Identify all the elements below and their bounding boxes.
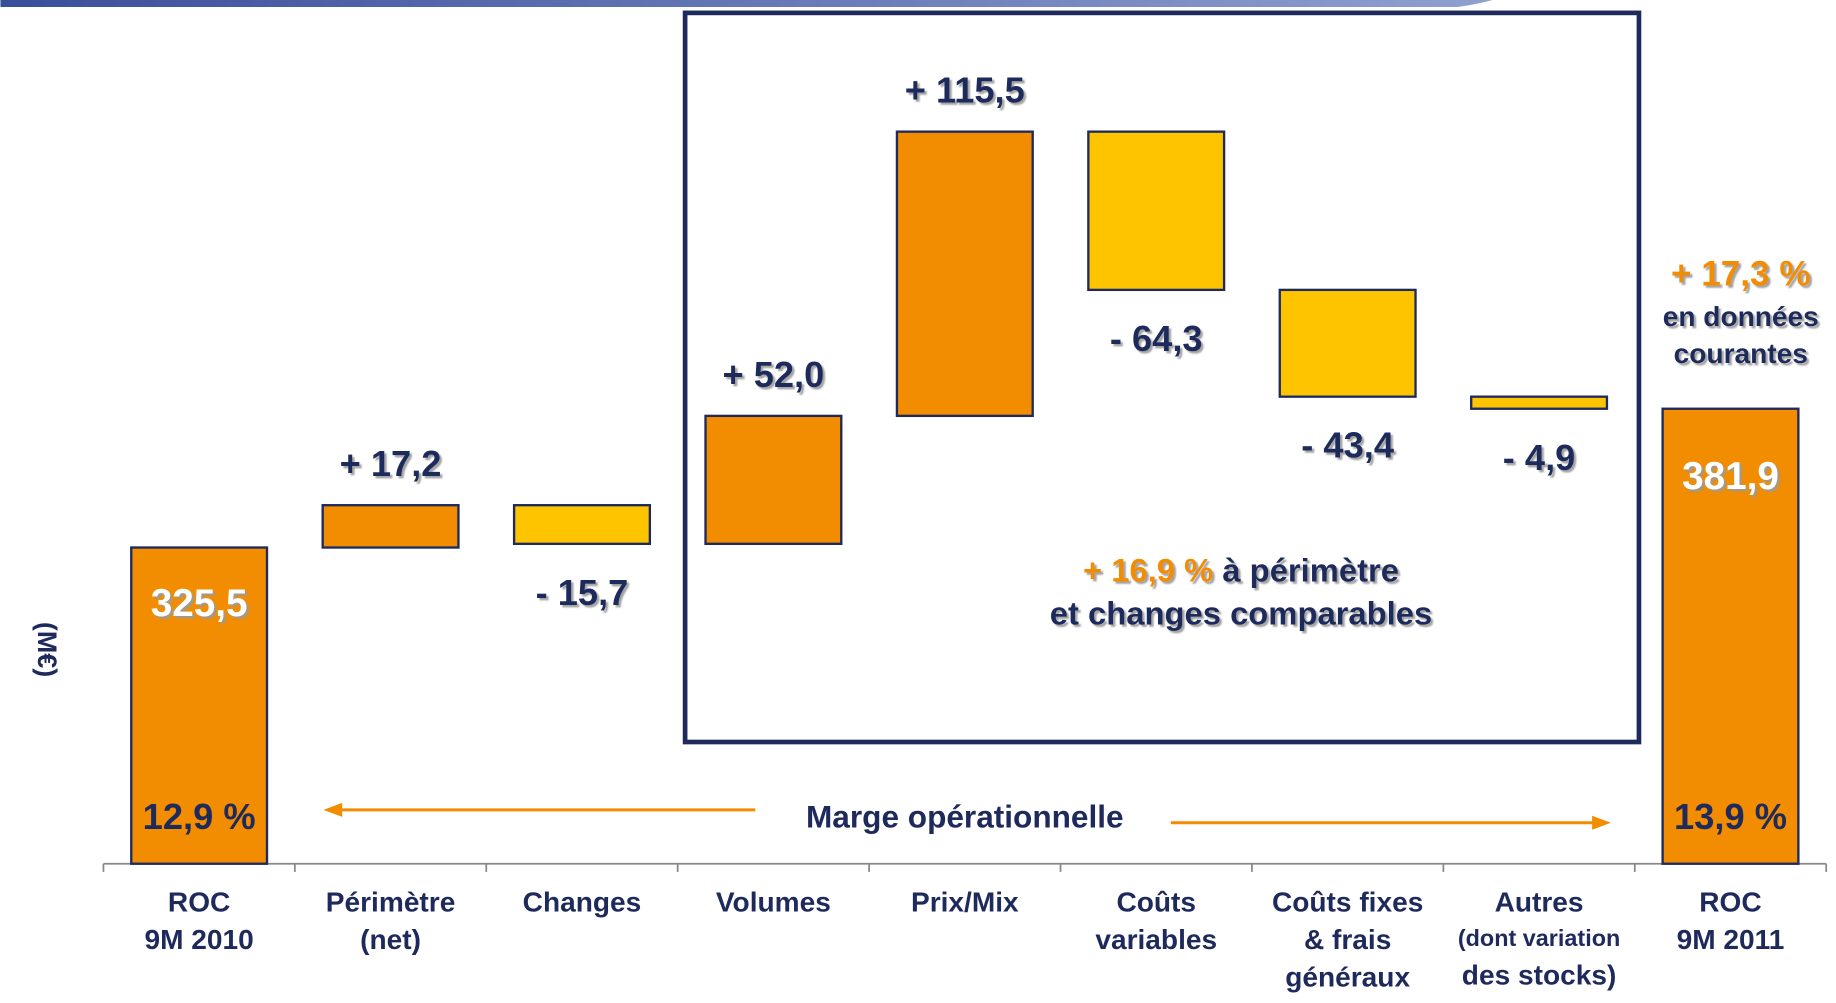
x-tick-line: Changes <box>523 887 642 918</box>
y-axis-label: (M€) <box>32 622 62 677</box>
value-label: - 4,9 <box>1503 437 1576 478</box>
x-tick-line: ROC <box>168 887 230 918</box>
x-tick-line: Volumes <box>716 887 831 918</box>
value-label: + 17,2 <box>340 443 442 484</box>
x-tick-line: 9M 2011 <box>1677 925 1785 956</box>
bar <box>130 546 269 865</box>
x-tick-line: Coûts <box>1116 887 1196 918</box>
value-label: - 15,7 <box>536 572 629 613</box>
x-tick-label: ROC 9M 2010 <box>144 887 253 955</box>
x-tick-label: ROC 9M 2011 <box>1677 887 1785 955</box>
comparable-box <box>682 10 1642 745</box>
current-text: en données <box>1663 301 1819 332</box>
comparable-note: + 16,9 % à périmètre <box>1083 551 1399 588</box>
comparable-pct: + 16,9 % <box>1083 551 1213 588</box>
bar <box>1087 130 1226 292</box>
x-tick-line: Coûts fixes <box>1272 887 1423 918</box>
x-tick-label: Autres (dont variation des stocks) <box>1458 887 1620 991</box>
x-tick-line: (net) <box>360 925 421 956</box>
margin-arrows <box>323 802 1611 830</box>
bar <box>512 504 652 545</box>
current-text: courantes <box>1674 338 1808 369</box>
value-label: 325,5 <box>151 582 248 625</box>
value-label: + 52,0 <box>722 354 824 395</box>
bar <box>321 504 460 549</box>
value-label: - 64,3 <box>1110 318 1203 359</box>
comparable-text: à périmètre <box>1222 551 1399 588</box>
bar <box>1470 395 1609 410</box>
value-label: 381,9 <box>1682 455 1779 498</box>
x-tick-line: & frais <box>1304 925 1391 956</box>
bar <box>1661 407 1800 865</box>
x-tick-line: 9M 2010 <box>144 925 253 956</box>
x-tick-line: Prix/Mix <box>911 887 1019 918</box>
x-tick-label: Coûts fixes & frais généraux <box>1272 887 1423 993</box>
x-tick-label: Prix/Mix <box>911 887 1019 918</box>
x-tick-line: ROC <box>1699 887 1761 918</box>
x-tick-line: généraux <box>1285 962 1410 993</box>
margin-value: 12,9 % <box>143 796 256 837</box>
x-tick-label: Volumes <box>716 887 831 918</box>
margin-label: Marge opérationnelle <box>806 799 1124 835</box>
x-tick-line: des stocks) <box>1462 960 1617 991</box>
bar <box>895 130 1034 418</box>
comparable-text: et changes comparables <box>1050 594 1432 631</box>
current-pct: + 17,3 % <box>1671 254 1811 293</box>
value-label: + 115,5 <box>905 70 1025 111</box>
x-tick-label: Changes <box>523 887 642 918</box>
header-band <box>0 0 1493 8</box>
x-tick-line: Autres <box>1495 887 1584 918</box>
bar <box>704 414 843 545</box>
value-label: - 43,4 <box>1301 425 1394 466</box>
x-tick-line: Périmètre <box>326 887 456 918</box>
x-tick-label: Coûts variables <box>1095 887 1217 955</box>
x-tick-label: Périmètre (net) <box>326 887 456 955</box>
x-tick-line: variables <box>1095 925 1217 956</box>
margin-value: 13,9 % <box>1674 796 1787 837</box>
bar <box>1278 288 1417 398</box>
x-tick-line: (dont variation <box>1458 925 1620 951</box>
